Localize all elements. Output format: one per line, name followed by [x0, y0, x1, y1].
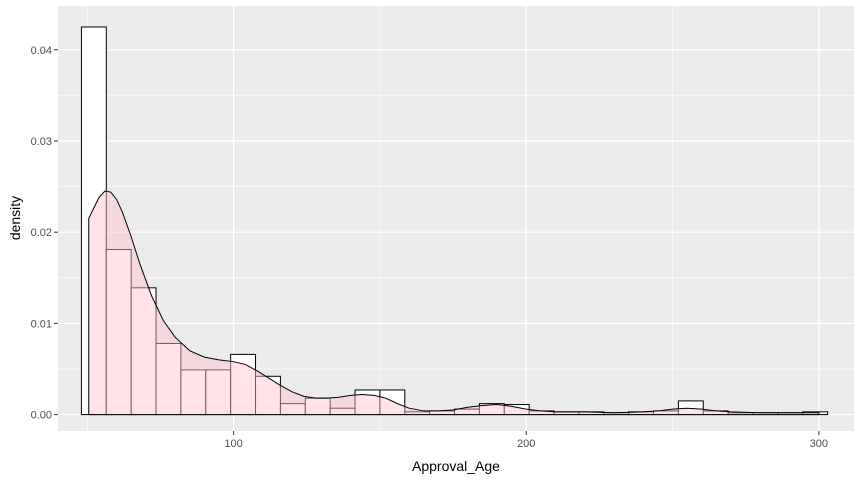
x-tick-label: 200	[517, 438, 535, 450]
y-tick-label: 0.03	[31, 136, 52, 148]
y-tick-label: 0.00	[31, 410, 52, 422]
histogram-bars	[80, 26, 829, 416]
histogram-bar	[80, 26, 107, 416]
x-tick-label: 300	[810, 438, 828, 450]
x-axis-title: Approval_Age	[412, 458, 500, 474]
histogram-bar	[130, 287, 157, 416]
histogram-bar	[379, 389, 406, 416]
y-tick-label: 0.01	[31, 318, 52, 330]
histogram-bar	[155, 342, 182, 416]
histogram-bar	[180, 369, 207, 416]
y-tick-label: 0.02	[31, 227, 52, 239]
density-curve	[88, 190, 820, 416]
y-axis-title: density	[7, 196, 23, 240]
y-tick-label: 0.04	[31, 45, 52, 57]
x-tick-label: 100	[224, 438, 242, 450]
density-layer	[88, 190, 820, 416]
axis-layer: 100 200 300 0.00 0.01 0.02 0.03 0.04	[31, 45, 828, 450]
plot-panel	[58, 6, 854, 431]
